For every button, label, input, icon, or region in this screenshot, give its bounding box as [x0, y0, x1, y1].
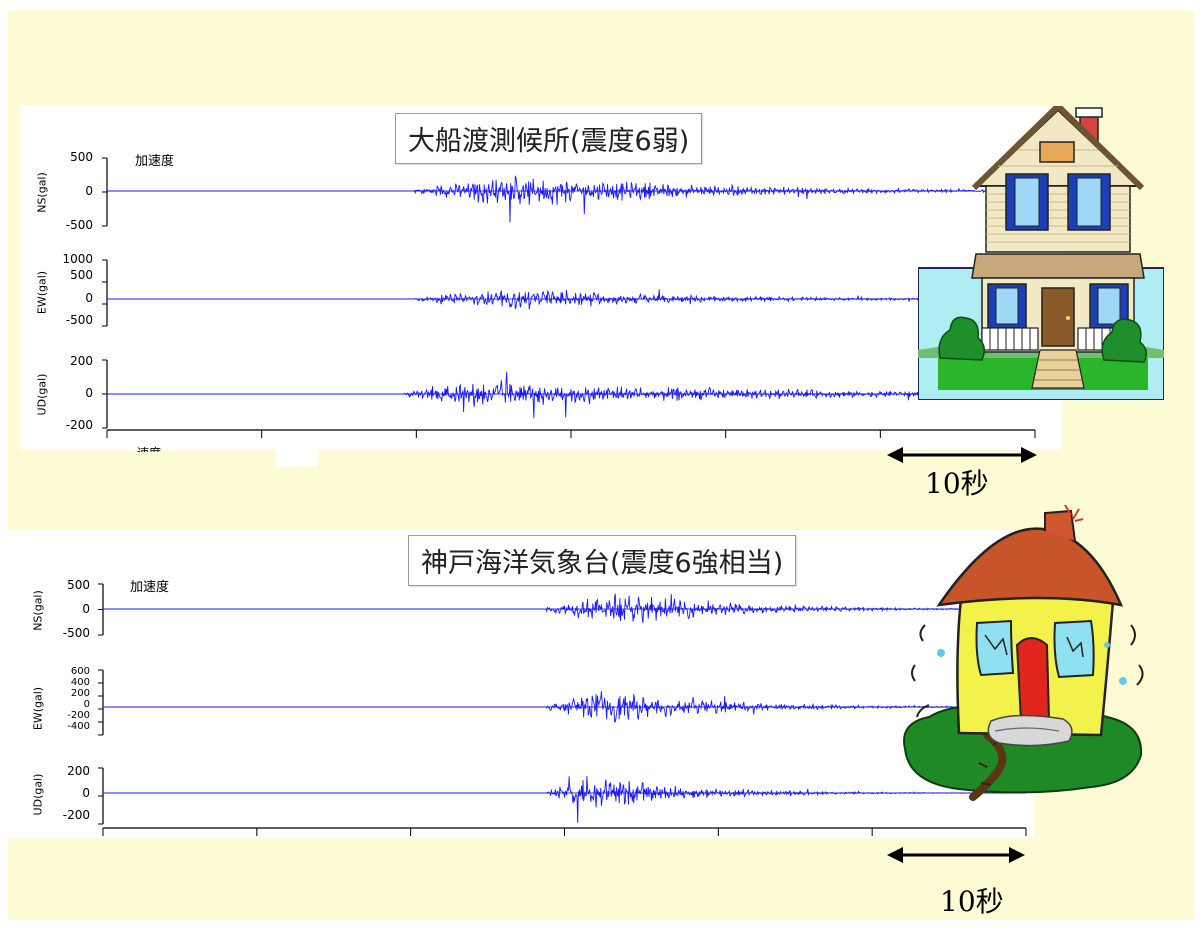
lower-ud-tick-neg200: -200 [62, 808, 90, 822]
lower-ew-tick-0: 0 [83, 699, 90, 710]
upper-ew-tick-0: 0 [85, 291, 93, 305]
lower-ns-tick-0: 0 [82, 602, 90, 616]
upper-ew-tick-neg500: -500 [65, 313, 93, 327]
upper-ns-tick-0: 0 [85, 184, 93, 198]
upper-ud-tick-200: 200 [70, 354, 93, 368]
house-intact-icon [918, 106, 1164, 400]
upper-chart-title: 大船渡測候所(震度6弱) [395, 113, 703, 164]
lower-accel-label: 加速度 [130, 580, 170, 595]
upper-velocity-label-clipped: 速度 [137, 444, 161, 452]
lower-ew-tick-neg200: -200 [67, 710, 90, 721]
upper-ew-tick-1000: 1000 [62, 252, 93, 266]
lower-ud-tick-200: 200 [67, 764, 90, 778]
upper-scale-arrow-right-head [1021, 447, 1037, 463]
upper-trace-ud [107, 371, 1036, 419]
upper-trace-ew [107, 289, 1036, 310]
lower-scale-arrow-right-head [1009, 847, 1025, 863]
lower-trace-ew [103, 691, 1027, 723]
lower-ew-tick-neg400: -400 [67, 721, 90, 732]
lower-ew-tick-400: 400 [70, 677, 90, 688]
upper-ud-tick-0: 0 [85, 386, 93, 400]
lower-ud-tick-0: 0 [82, 786, 90, 800]
lower-trace-ud [103, 775, 1027, 823]
lower-scale-label: 10秒 [940, 885, 1004, 918]
lower-ns-tick-500: 500 [67, 578, 90, 592]
lower-chart-title: 神戸海洋気象台(震度6強相当) [408, 535, 797, 586]
upper-accel-label: 加速度 [135, 154, 175, 169]
lower-ew-tick-600: 600 [70, 666, 90, 677]
lower-trace-ns [103, 593, 1027, 624]
upper-trace-ns [107, 175, 1036, 223]
upper-ud-tick-neg200: -200 [65, 418, 93, 432]
upper-ew-tick-500: 500 [70, 268, 93, 282]
upper-scale-label: 10秒 [925, 467, 989, 500]
upper-ns-tick-500: 500 [70, 150, 93, 164]
lower-ns-tick-neg500: -500 [62, 626, 90, 640]
upper-chart-panel-tab [276, 440, 318, 467]
house-damaged-icon [903, 505, 1144, 801]
lower-ew-tick-200: 200 [70, 688, 90, 699]
upper-scale-arrow-left-head [887, 447, 903, 463]
lower-scale-arrow-left-head [887, 847, 903, 863]
upper-ns-tick-neg500: -500 [65, 218, 93, 232]
